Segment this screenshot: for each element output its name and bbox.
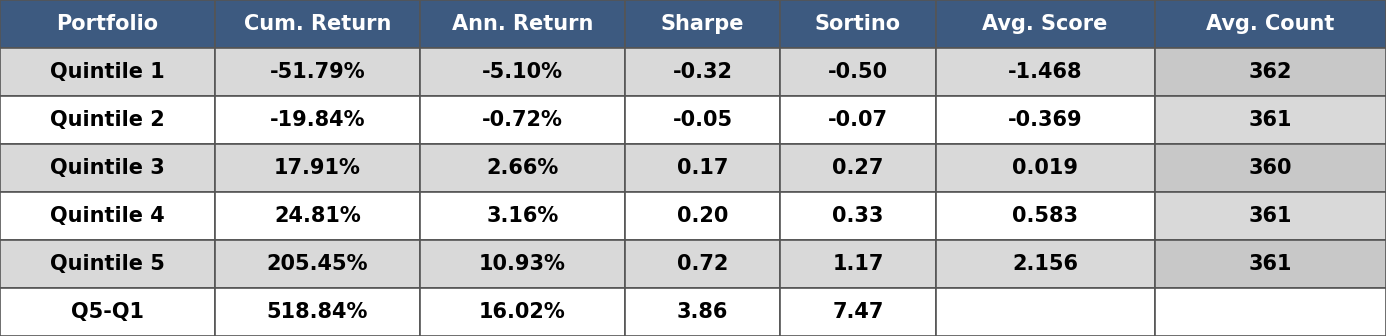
Bar — [780, 48, 936, 96]
Bar — [0, 240, 215, 288]
Text: Quintile 3: Quintile 3 — [50, 158, 165, 178]
Bar — [420, 144, 625, 192]
Bar — [780, 192, 936, 240]
Text: 3.16%: 3.16% — [486, 206, 559, 226]
Bar — [420, 240, 625, 288]
Text: Sharpe: Sharpe — [661, 14, 744, 34]
Text: 10.93%: 10.93% — [480, 254, 565, 274]
Bar — [1155, 96, 1386, 144]
Text: 17.91%: 17.91% — [274, 158, 360, 178]
Text: Q5-Q1: Q5-Q1 — [71, 302, 144, 322]
Bar — [936, 240, 1155, 288]
Text: Quintile 1: Quintile 1 — [50, 62, 165, 82]
Bar — [0, 0, 215, 48]
Text: 0.583: 0.583 — [1012, 206, 1078, 226]
Bar — [215, 192, 420, 240]
Bar — [780, 96, 936, 144]
Bar — [936, 144, 1155, 192]
Text: Avg. Count: Avg. Count — [1206, 14, 1335, 34]
Text: 7.47: 7.47 — [832, 302, 884, 322]
Text: 0.019: 0.019 — [1012, 158, 1078, 178]
Text: Quintile 5: Quintile 5 — [50, 254, 165, 274]
Text: -51.79%: -51.79% — [270, 62, 365, 82]
Bar — [420, 48, 625, 96]
Text: 360: 360 — [1249, 158, 1292, 178]
Bar — [625, 0, 780, 48]
Bar — [0, 288, 215, 336]
Text: 2.156: 2.156 — [1012, 254, 1078, 274]
Text: 0.27: 0.27 — [832, 158, 884, 178]
Bar — [936, 0, 1155, 48]
Text: 361: 361 — [1249, 206, 1292, 226]
Bar — [625, 240, 780, 288]
Text: 0.72: 0.72 — [676, 254, 729, 274]
Bar — [625, 48, 780, 96]
Bar — [625, 96, 780, 144]
Bar — [420, 192, 625, 240]
Bar — [1155, 192, 1386, 240]
Bar — [1155, 144, 1386, 192]
Text: -19.84%: -19.84% — [270, 110, 365, 130]
Bar — [780, 240, 936, 288]
Text: -0.07: -0.07 — [827, 110, 888, 130]
Text: -0.369: -0.369 — [1008, 110, 1082, 130]
Text: -0.72%: -0.72% — [482, 110, 563, 130]
Bar — [1155, 0, 1386, 48]
Bar — [215, 240, 420, 288]
Text: Avg. Score: Avg. Score — [983, 14, 1107, 34]
Text: Quintile 4: Quintile 4 — [50, 206, 165, 226]
Bar — [215, 288, 420, 336]
Text: 518.84%: 518.84% — [266, 302, 369, 322]
Text: -0.05: -0.05 — [672, 110, 733, 130]
Text: -0.50: -0.50 — [827, 62, 888, 82]
Bar — [625, 144, 780, 192]
Text: -5.10%: -5.10% — [482, 62, 563, 82]
Bar — [420, 0, 625, 48]
Text: 2.66%: 2.66% — [486, 158, 559, 178]
Bar — [936, 48, 1155, 96]
Bar — [420, 96, 625, 144]
Bar — [936, 96, 1155, 144]
Bar — [625, 288, 780, 336]
Text: 0.17: 0.17 — [676, 158, 729, 178]
Bar — [215, 144, 420, 192]
Text: 361: 361 — [1249, 110, 1292, 130]
Bar — [936, 192, 1155, 240]
Bar — [1155, 48, 1386, 96]
Bar — [0, 96, 215, 144]
Text: Cum. Return: Cum. Return — [244, 14, 391, 34]
Bar — [0, 192, 215, 240]
Bar — [1155, 240, 1386, 288]
Text: -1.468: -1.468 — [1008, 62, 1082, 82]
Text: 205.45%: 205.45% — [266, 254, 369, 274]
Text: 16.02%: 16.02% — [480, 302, 565, 322]
Text: 0.33: 0.33 — [832, 206, 884, 226]
Bar — [780, 0, 936, 48]
Bar — [215, 48, 420, 96]
Bar — [0, 144, 215, 192]
Bar — [215, 96, 420, 144]
Text: Ann. Return: Ann. Return — [452, 14, 593, 34]
Bar — [625, 192, 780, 240]
Bar — [780, 288, 936, 336]
Bar — [420, 288, 625, 336]
Bar — [936, 288, 1155, 336]
Text: Portfolio: Portfolio — [57, 14, 158, 34]
Text: 1.17: 1.17 — [832, 254, 884, 274]
Text: 24.81%: 24.81% — [274, 206, 360, 226]
Text: 0.20: 0.20 — [676, 206, 729, 226]
Bar — [1155, 288, 1386, 336]
Text: Quintile 2: Quintile 2 — [50, 110, 165, 130]
Text: 361: 361 — [1249, 254, 1292, 274]
Text: Sortino: Sortino — [815, 14, 901, 34]
Text: -0.32: -0.32 — [672, 62, 733, 82]
Bar — [215, 0, 420, 48]
Text: 3.86: 3.86 — [676, 302, 729, 322]
Bar — [0, 48, 215, 96]
Bar — [780, 144, 936, 192]
Text: 362: 362 — [1249, 62, 1292, 82]
